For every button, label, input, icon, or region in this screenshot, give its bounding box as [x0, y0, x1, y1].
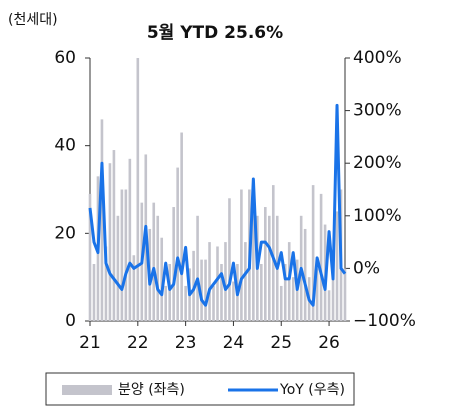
bar	[136, 58, 140, 321]
bar	[160, 237, 164, 321]
bar	[343, 268, 347, 321]
bar	[108, 163, 112, 321]
bar	[172, 207, 175, 321]
bar	[180, 132, 183, 321]
bar	[287, 242, 291, 321]
bar	[156, 215, 160, 321]
bar	[220, 264, 223, 321]
bar	[120, 189, 124, 321]
bar	[224, 242, 227, 321]
bar	[216, 246, 219, 321]
x-tick-label: 21	[79, 333, 101, 353]
bar	[271, 185, 275, 321]
x-tick-label: 22	[127, 333, 149, 353]
bar	[303, 228, 307, 321]
bar	[232, 281, 235, 321]
bar	[196, 215, 199, 321]
line	[88, 103, 347, 307]
bar	[279, 285, 283, 321]
bar	[152, 202, 156, 321]
bar	[260, 264, 263, 321]
bar	[176, 167, 179, 321]
bar	[311, 185, 315, 321]
bar	[264, 207, 267, 321]
bar	[208, 242, 211, 321]
bar	[164, 285, 168, 321]
bar	[335, 211, 339, 321]
bar	[319, 193, 323, 321]
y2-tick-label: 0%	[353, 258, 380, 278]
chart-title: 5월 YTD 25.6%	[147, 23, 283, 43]
y2-tick-label: −100%	[353, 311, 416, 331]
bar	[267, 215, 271, 321]
legend-label: YoY (우측)	[279, 382, 345, 398]
legend-swatch	[62, 385, 112, 395]
bar	[128, 158, 132, 321]
y2-tick-label: 100%	[353, 206, 402, 226]
bar	[212, 285, 215, 321]
bar	[331, 277, 335, 321]
bar	[327, 290, 331, 321]
bar	[240, 189, 243, 321]
legend-box	[45, 372, 355, 406]
y-tick-label: 40	[54, 136, 76, 156]
y-tick-label: 0	[65, 311, 76, 331]
bar	[88, 193, 92, 321]
bar	[200, 259, 203, 321]
bar	[116, 215, 120, 321]
legend-label: 분양 (좌측)	[118, 382, 185, 398]
y-tick-label: 60	[54, 48, 76, 68]
x-tick-label: 25	[270, 333, 292, 353]
bar	[132, 255, 136, 321]
bar	[112, 150, 116, 321]
x-tick-label: 23	[175, 333, 197, 353]
bar	[228, 198, 231, 321]
bar	[104, 246, 108, 321]
bar	[100, 119, 104, 321]
y-tick-label: 20	[54, 223, 76, 243]
x-tick-label: 24	[223, 333, 245, 353]
y-axis-label: (천세대)	[8, 12, 58, 28]
bar	[252, 198, 255, 321]
bar	[315, 268, 319, 321]
bar	[291, 277, 295, 321]
y2-tick-label: 400%	[353, 48, 402, 68]
bar	[124, 189, 128, 321]
bar	[168, 264, 171, 321]
bar	[244, 242, 247, 321]
bar	[283, 264, 287, 321]
bar	[92, 264, 96, 321]
y2-tick-label: 300%	[353, 101, 402, 121]
bar	[184, 285, 187, 321]
y2-tick-label: 200%	[353, 153, 402, 173]
x-tick-label: 26	[318, 333, 340, 353]
bar	[204, 259, 207, 321]
